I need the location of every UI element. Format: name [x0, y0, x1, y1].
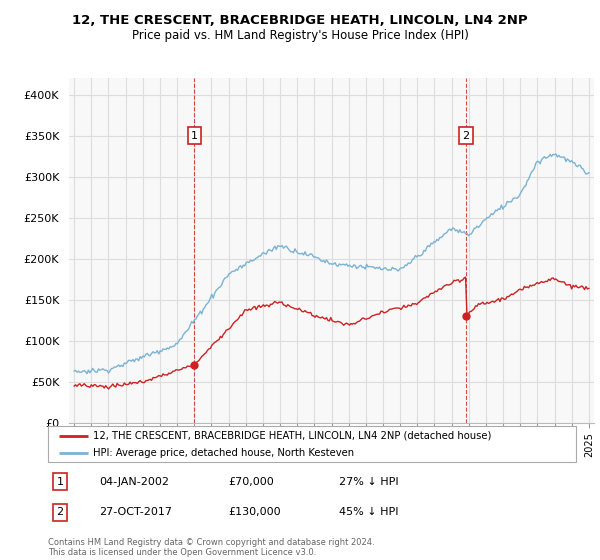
Text: £130,000: £130,000 [228, 507, 281, 517]
Text: 27-OCT-2017: 27-OCT-2017 [99, 507, 172, 517]
Text: 1: 1 [191, 131, 198, 141]
Text: £70,000: £70,000 [228, 477, 274, 487]
Text: 45% ↓ HPI: 45% ↓ HPI [339, 507, 398, 517]
Text: 27% ↓ HPI: 27% ↓ HPI [339, 477, 398, 487]
Text: 04-JAN-2002: 04-JAN-2002 [99, 477, 169, 487]
Text: Contains HM Land Registry data © Crown copyright and database right 2024.
This d: Contains HM Land Registry data © Crown c… [48, 538, 374, 557]
FancyBboxPatch shape [48, 426, 576, 462]
Text: HPI: Average price, detached house, North Kesteven: HPI: Average price, detached house, Nort… [93, 448, 354, 458]
Text: 12, THE CRESCENT, BRACEBRIDGE HEATH, LINCOLN, LN4 2NP: 12, THE CRESCENT, BRACEBRIDGE HEATH, LIN… [72, 14, 528, 27]
Text: Price paid vs. HM Land Registry's House Price Index (HPI): Price paid vs. HM Land Registry's House … [131, 29, 469, 42]
Text: 12, THE CRESCENT, BRACEBRIDGE HEATH, LINCOLN, LN4 2NP (detached house): 12, THE CRESCENT, BRACEBRIDGE HEATH, LIN… [93, 431, 491, 441]
Text: 2: 2 [462, 131, 469, 141]
Text: 2: 2 [56, 507, 64, 517]
Text: 1: 1 [56, 477, 64, 487]
